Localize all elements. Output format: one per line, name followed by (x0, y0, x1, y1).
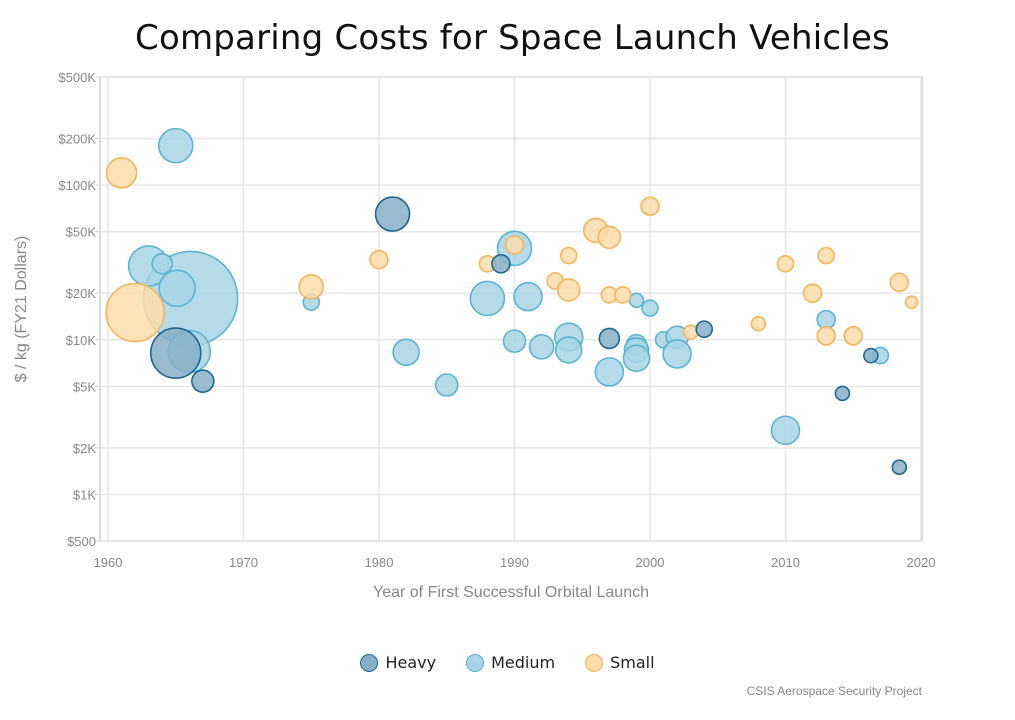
legend-label: Heavy (385, 653, 437, 672)
grid-lines (99, 76, 923, 542)
y-tick-label: $20K (66, 286, 97, 301)
data-point-small (105, 282, 165, 343)
legend-label: Small (610, 653, 655, 672)
data-point-small (904, 295, 919, 309)
data-point-medium (662, 339, 692, 369)
data-point-small (889, 272, 910, 293)
data-point-small (640, 196, 660, 217)
data-point-small (369, 249, 389, 270)
data-point-medium (434, 373, 459, 397)
x-tick-label: 1990 (500, 555, 529, 570)
data-point-small (105, 157, 138, 189)
chart-title: Comparing Costs for Space Launch Vehicle… (135, 18, 890, 58)
data-point-heavy (598, 327, 621, 350)
legend-swatch-heavy-icon (360, 653, 379, 672)
data-point-small (816, 326, 836, 346)
data-point-medium (641, 299, 659, 318)
legend: Heavy Medium Small (0, 653, 1015, 672)
data-point-small (802, 283, 823, 304)
legend-item-heavy[interactable]: Heavy (360, 653, 436, 672)
data-point-small (843, 326, 864, 346)
x-axis-ticks: 1960 1970 1980 1990 2000 2010 2020 (94, 555, 936, 570)
y-axis-ticks: $500K $200K $100K $50K $20K $10K $5K $2K $1K $500 (58, 70, 100, 549)
data-point-small (776, 254, 795, 273)
data-point-small (504, 235, 525, 255)
x-tick-label: 2020 (907, 555, 936, 570)
data-point-heavy (834, 385, 851, 402)
data-point-small (556, 278, 581, 302)
x-tick-label: 1970 (229, 555, 258, 570)
data-point-heavy (695, 320, 714, 339)
legend-label: Medium (491, 653, 556, 672)
data-point-medium (157, 127, 194, 164)
data-point-heavy (191, 369, 215, 393)
data-point-small (298, 274, 325, 300)
legend-swatch-medium-icon (466, 653, 485, 672)
data-point-small (559, 246, 578, 265)
data-point-small (614, 286, 632, 304)
y-tick-label: $100K (58, 178, 96, 193)
data-point-medium (469, 280, 506, 317)
y-tick-label: $500K (58, 70, 96, 85)
data-point-small (750, 315, 767, 332)
legend-item-small[interactable]: Small (585, 653, 655, 672)
source-credit: CSIS Aerospace Security Project (746, 684, 922, 698)
y-axis-label: $ / kg (FY21 Dollars) (13, 236, 30, 383)
data-point-medium (528, 334, 555, 360)
data-point-heavy (491, 253, 511, 274)
data-point-heavy (863, 347, 879, 364)
data-point-medium (816, 309, 836, 330)
data-point-medium (513, 281, 543, 312)
x-axis-label: Year of First Successful Orbital Launch (373, 584, 649, 601)
x-tick-label: 1960 (94, 555, 123, 570)
x-tick-label: 2010 (771, 555, 800, 570)
data-point-medium (554, 336, 583, 364)
y-tick-label: $50K (66, 225, 97, 240)
data-points (105, 127, 919, 476)
data-point-medium (770, 415, 801, 446)
y-tick-label: $1K (73, 487, 96, 502)
data-point-small (597, 225, 622, 250)
y-tick-label: $500 (67, 534, 96, 549)
data-point-small (682, 324, 699, 340)
data-point-heavy (891, 459, 908, 476)
data-point-medium (392, 338, 420, 367)
x-tick-label: 2000 (636, 555, 665, 570)
y-tick-label: $10K (66, 333, 97, 348)
data-point-heavy (374, 196, 411, 232)
x-tick-label: 1980 (365, 555, 394, 570)
legend-item-medium[interactable]: Medium (466, 653, 555, 672)
data-point-medium (502, 329, 527, 353)
y-tick-label: $5K (73, 379, 96, 394)
data-point-medium (594, 357, 625, 387)
data-point-medium (151, 252, 173, 275)
y-tick-label: $200K (58, 132, 96, 147)
data-point-medium (622, 344, 651, 373)
legend-swatch-small-icon (585, 653, 604, 672)
data-point-small (817, 246, 835, 265)
data-point-heavy (149, 327, 202, 379)
y-tick-label: $2K (73, 441, 96, 456)
data-point-medium (158, 269, 196, 308)
